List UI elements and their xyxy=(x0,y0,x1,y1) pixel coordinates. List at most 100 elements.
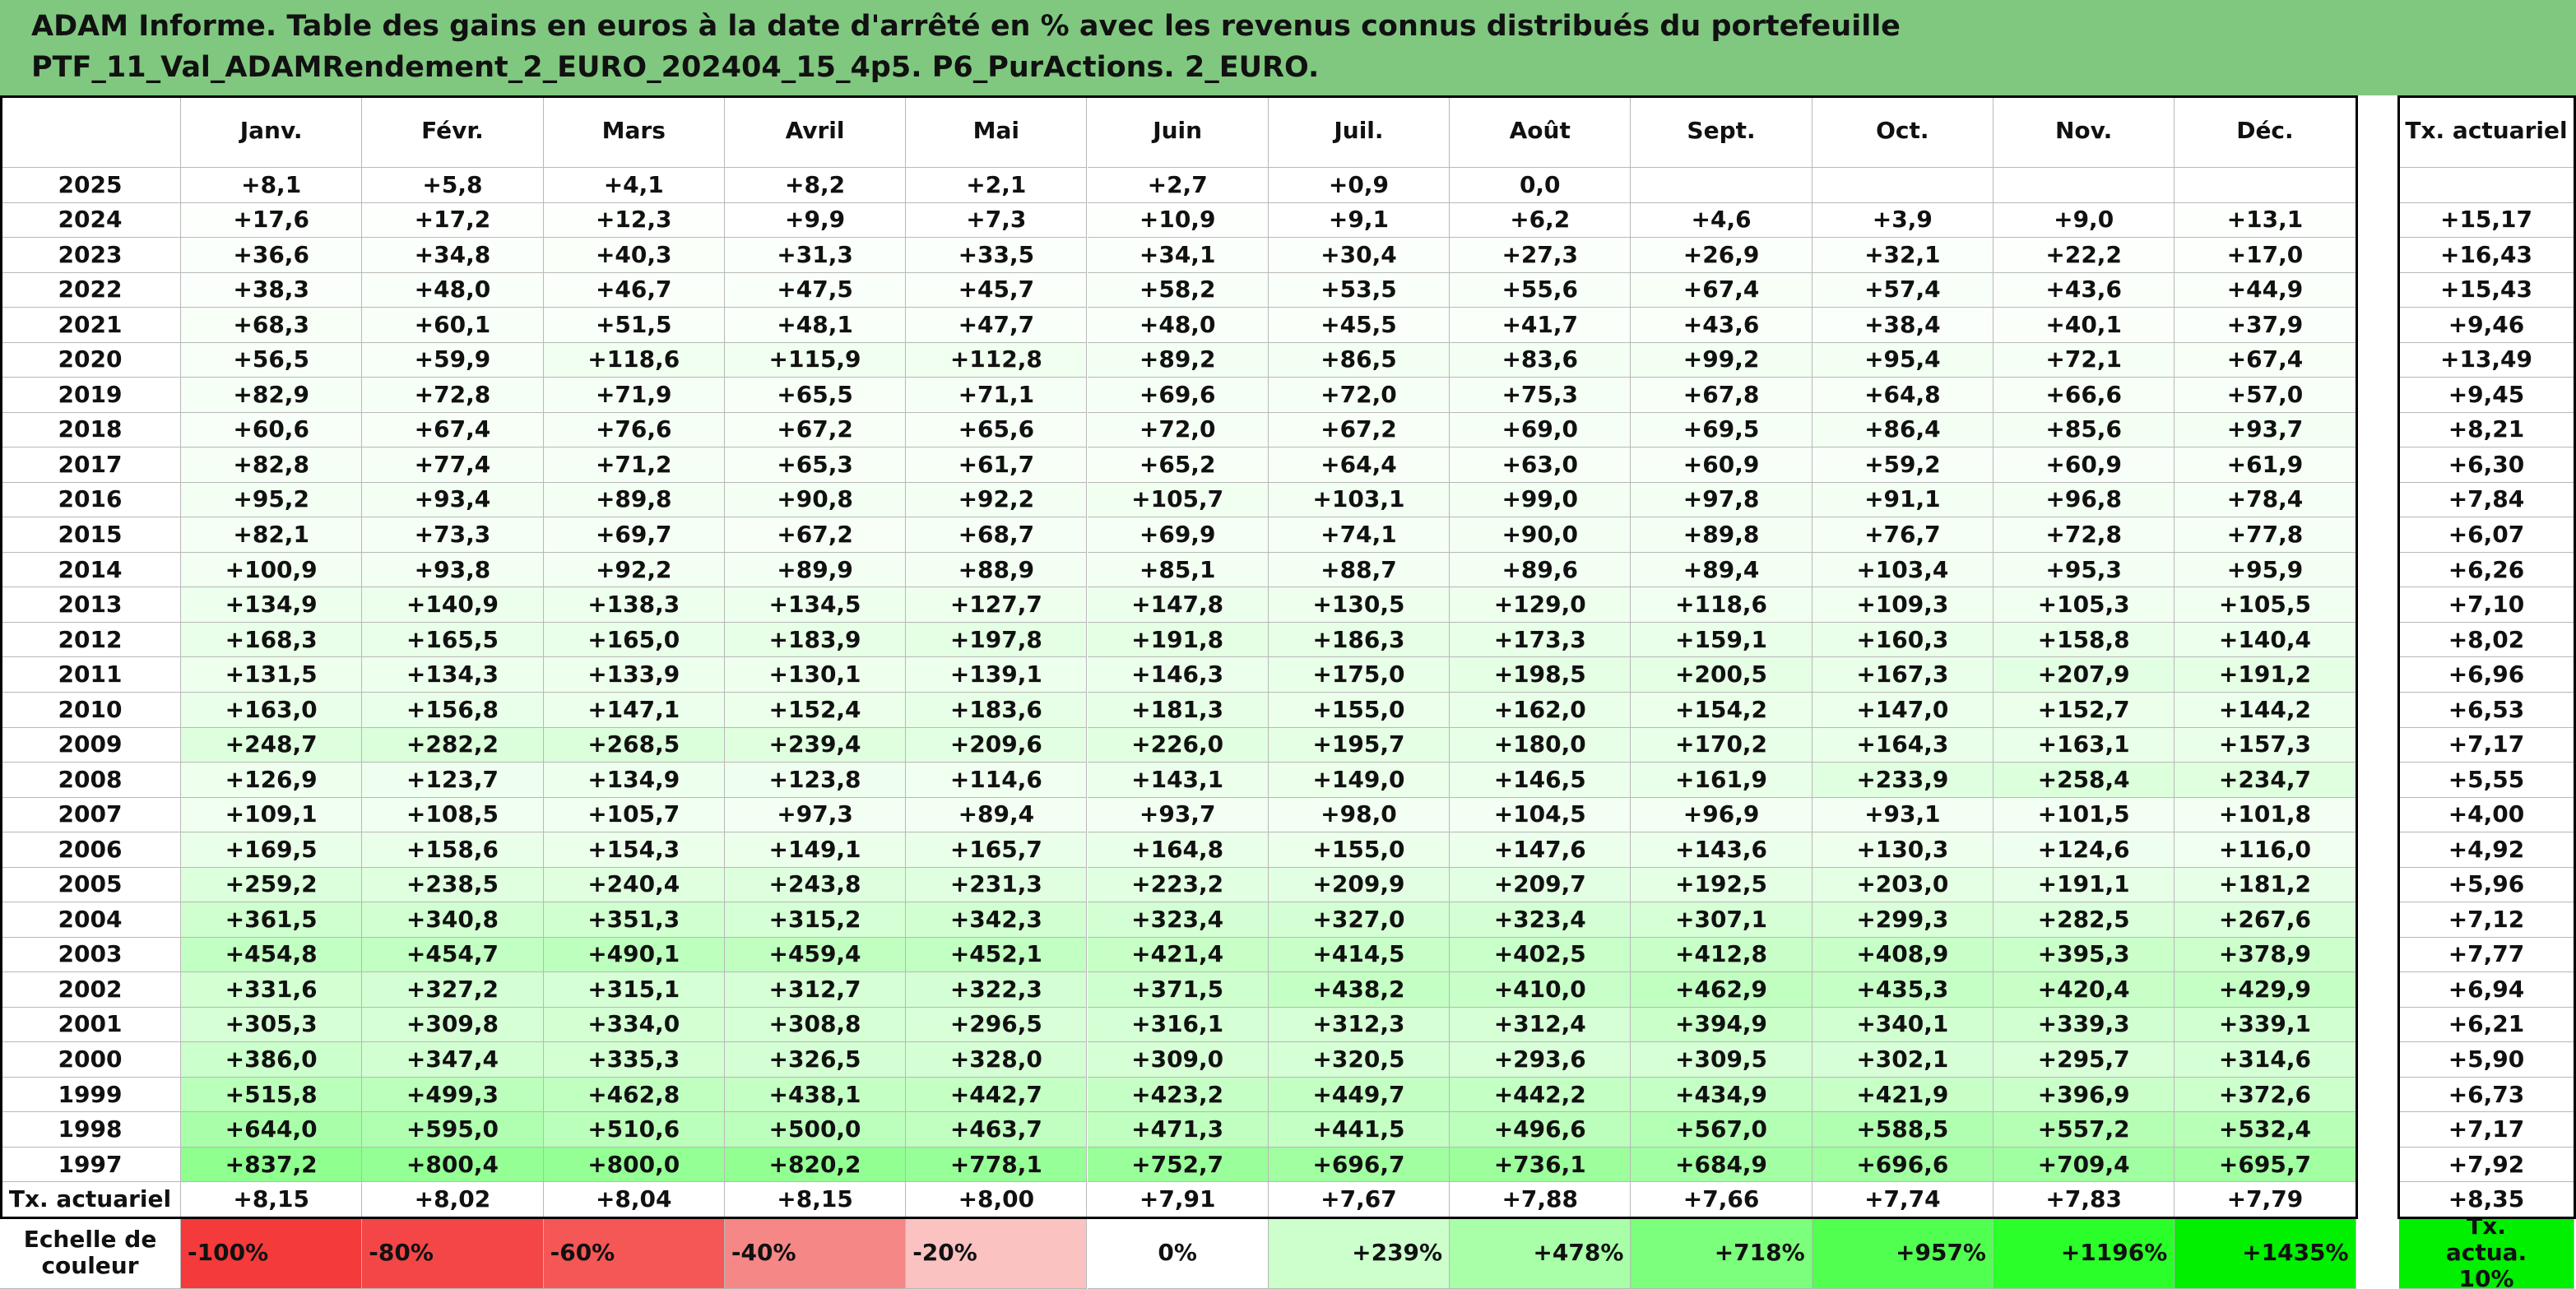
gain-cell: +4,1 xyxy=(543,168,725,203)
gain-cell: +315,1 xyxy=(543,972,725,1008)
gain-cell: +97,8 xyxy=(1631,482,1812,518)
gain-cell: +97,3 xyxy=(724,797,907,833)
gain-cell: +438,2 xyxy=(1268,972,1450,1008)
gain-cell: +93,8 xyxy=(362,552,544,588)
gain-cell: +295,7 xyxy=(1993,1042,2175,1078)
gain-cell: +61,7 xyxy=(906,447,1088,483)
gain-cell: +105,5 xyxy=(2175,587,2356,623)
gain-cell: +234,7 xyxy=(2175,763,2356,798)
gain-cell: +154,3 xyxy=(543,832,725,868)
gain-cell: +231,3 xyxy=(906,867,1088,903)
gain-cell: +57,4 xyxy=(1812,272,1993,308)
rate-cell: +7,17 xyxy=(2399,727,2574,763)
gain-cell: +37,9 xyxy=(2175,308,2356,343)
gain-cell: +93,1 xyxy=(1812,797,1993,833)
gain-cell: +165,0 xyxy=(543,622,725,658)
gain-cell: +248,7 xyxy=(181,727,363,763)
scale-swatch: -80% xyxy=(362,1217,544,1289)
gain-cell: +90,0 xyxy=(1450,517,1631,553)
gain-cell: +316,1 xyxy=(1087,1007,1269,1043)
gain-cell: +59,9 xyxy=(362,342,544,378)
gain-cell: +67,2 xyxy=(724,517,907,553)
gain-cell: +309,5 xyxy=(1631,1042,1812,1078)
scale-swatch: +718% xyxy=(1631,1217,1812,1289)
gain-cell: +320,5 xyxy=(1268,1042,1450,1078)
gain-cell: +51,5 xyxy=(543,308,725,343)
gain-cell: +86,4 xyxy=(1812,412,1993,448)
gain-cell: +173,3 xyxy=(1450,622,1631,658)
gain-cell: +452,1 xyxy=(906,937,1088,973)
rate-cell: +9,45 xyxy=(2399,378,2574,413)
gain-cell: +66,6 xyxy=(1993,378,2175,413)
gain-cell: +69,5 xyxy=(1631,412,1812,448)
gain-cell: +157,3 xyxy=(2175,727,2356,763)
gain-cell: +9,0 xyxy=(1993,202,2175,239)
gain-cell: +93,7 xyxy=(2175,412,2356,448)
month-header: Nov. xyxy=(1993,95,2175,168)
rate-cell: +6,07 xyxy=(2399,517,2574,553)
gain-cell: +510,6 xyxy=(543,1112,725,1148)
footer-rate: +8,15 xyxy=(181,1182,363,1217)
rate-cell: +7,92 xyxy=(2399,1147,2574,1183)
gain-cell: +312,4 xyxy=(1450,1007,1631,1043)
gain-cell: +46,7 xyxy=(543,272,725,308)
gain-cell: +61,9 xyxy=(2175,447,2356,483)
gain-cell: +146,5 xyxy=(1450,763,1631,798)
gain-cell: +167,3 xyxy=(1812,657,1993,693)
gain-cell: +372,6 xyxy=(2175,1077,2356,1113)
gain-cell: +449,7 xyxy=(1268,1077,1450,1113)
gain-cell: +191,8 xyxy=(1087,622,1269,658)
gain-cell: +68,7 xyxy=(906,517,1088,553)
gain-cell: +26,9 xyxy=(1631,238,1812,273)
gain-cell: +72,8 xyxy=(362,378,544,413)
year-label: 2019 xyxy=(0,378,181,413)
gain-cell: +82,1 xyxy=(181,517,363,553)
footer-rate: +7,88 xyxy=(1450,1182,1631,1217)
gain-cell: +69,7 xyxy=(543,517,725,553)
gain-cell: +40,3 xyxy=(543,238,725,273)
gain-cell: +146,3 xyxy=(1087,657,1269,693)
rate-cell: +7,17 xyxy=(2399,1112,2574,1148)
gain-cell: +32,1 xyxy=(1812,238,1993,273)
gain-cell: +140,9 xyxy=(362,587,544,623)
gain-cell: +123,8 xyxy=(724,763,907,798)
gain-cell: +402,5 xyxy=(1450,937,1631,973)
gain-cell: +684,9 xyxy=(1631,1147,1812,1183)
gain-cell: +67,2 xyxy=(724,412,907,448)
gain-cell: +438,1 xyxy=(724,1077,907,1113)
footer-label: Tx. actuariel xyxy=(0,1182,181,1217)
gain-cell: +170,2 xyxy=(1631,727,1812,763)
gain-cell: +340,8 xyxy=(362,902,544,938)
gain-cell: +183,9 xyxy=(724,622,907,658)
year-label: 2015 xyxy=(0,517,181,553)
year-label: 2013 xyxy=(0,587,181,623)
gain-cell: +163,1 xyxy=(1993,727,2175,763)
gain-cell: +800,4 xyxy=(362,1147,544,1183)
gain-cell: +67,4 xyxy=(362,412,544,448)
gain-cell: +60,9 xyxy=(1993,447,2175,483)
gain-cell: +395,3 xyxy=(1993,937,2175,973)
year-label: 1997 xyxy=(0,1147,181,1183)
rate-cell: +4,00 xyxy=(2399,797,2574,833)
scale-swatch: +478% xyxy=(1450,1217,1631,1289)
year-label: 2020 xyxy=(0,342,181,378)
gain-cell: +322,3 xyxy=(906,972,1088,1008)
gain-cell: +147,6 xyxy=(1450,832,1631,868)
gain-cell: +567,0 xyxy=(1631,1112,1812,1148)
rate-cell: +7,84 xyxy=(2399,482,2574,518)
gain-cell: +83,6 xyxy=(1450,342,1631,378)
gain-cell: +162,0 xyxy=(1450,693,1631,728)
gain-cell: +30,4 xyxy=(1268,238,1450,273)
gain-cell: +268,5 xyxy=(543,727,725,763)
gain-cell: +108,5 xyxy=(362,797,544,833)
gain-cell: +76,6 xyxy=(543,412,725,448)
gain-cell: +17,0 xyxy=(2175,238,2356,273)
footer-rate: +7,66 xyxy=(1631,1182,1812,1217)
gain-cell: +38,4 xyxy=(1812,308,1993,343)
gain-cell: +308,8 xyxy=(724,1007,907,1043)
gain-cell: +161,9 xyxy=(1631,763,1812,798)
gain-cell: +118,6 xyxy=(1631,587,1812,623)
title-line: ADAM Informe. Table des gains en euros à… xyxy=(31,10,1901,43)
gain-cell: +67,2 xyxy=(1268,412,1450,448)
gain-cell: +709,4 xyxy=(1993,1147,2175,1183)
